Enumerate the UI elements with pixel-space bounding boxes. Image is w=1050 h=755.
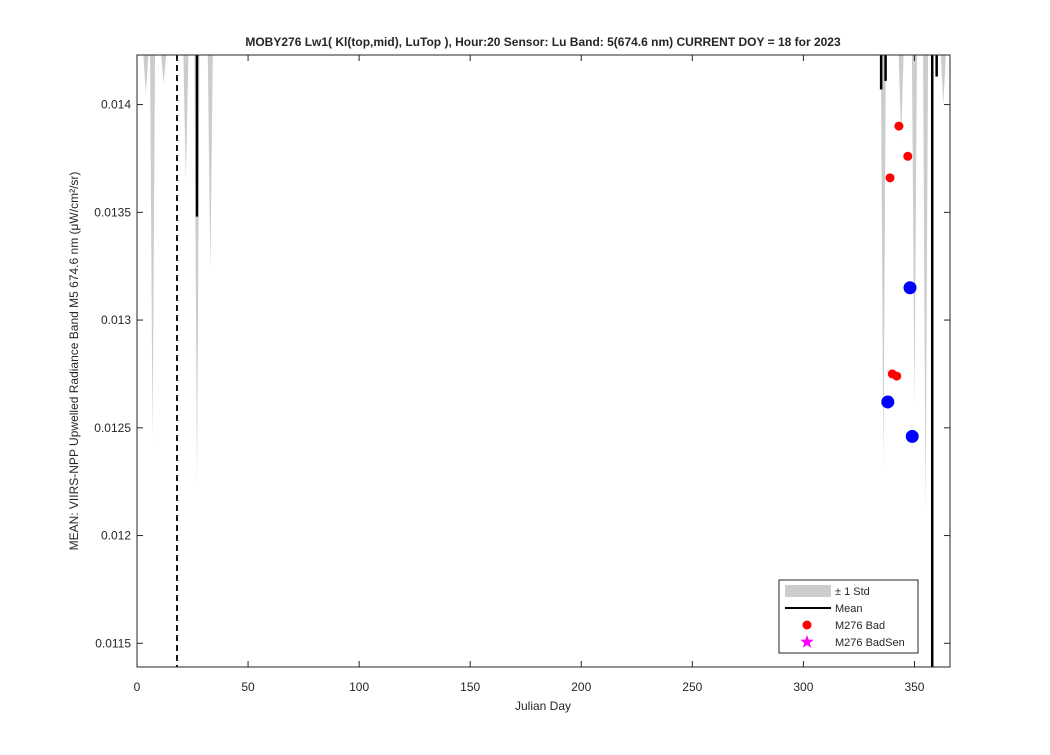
plot-layer [143,55,946,667]
matchup-point [905,429,919,443]
std-spike [183,55,189,180]
legend-swatch [785,585,831,597]
std-spike [923,55,929,514]
legend-swatch [802,620,812,630]
y-tick-label: 0.013 [101,313,131,327]
std-spike [161,55,167,84]
y-tick-label: 0.0125 [94,421,131,435]
bad-point [903,151,913,161]
legend-swatch [800,635,814,648]
x-tick-label: 250 [682,680,702,694]
plot-area [137,55,950,667]
axes-box [136,54,951,668]
x-tick-label: 350 [904,680,924,694]
std-spike [898,55,904,137]
bad-point [894,121,904,131]
std-spike [940,55,946,105]
std-spike [150,55,156,441]
legend-label: Mean [835,603,863,615]
x-tick-label: 300 [793,680,813,694]
legend-label: ± 1 Std [835,586,870,598]
chart-title: MOBY276 Lw1( Kl(top,mid), LuTop ), Hour:… [245,35,841,49]
legend-label: M276 BadSen [835,637,905,649]
bad-point [892,371,902,381]
x-axis-label: Julian Day [515,699,571,713]
x-tick-label: 200 [571,680,591,694]
y-tick-label: 0.014 [101,98,131,112]
matchup-point [881,395,895,409]
std-spike [143,55,149,94]
std-spike [207,55,213,273]
y-axis-label: MEAN: VIIRS-NPP Upwelled Radiance Band M… [67,172,81,551]
x-tick-label: 50 [241,680,255,694]
std-spike [911,55,917,407]
y-tick-label: 0.012 [101,529,131,543]
std-spike [880,55,886,467]
bad-point [885,173,895,183]
matchup-point [903,281,917,295]
x-tick-label: 0 [134,680,141,694]
y-tick-label: 0.0135 [94,205,131,219]
legend-label: M276 Bad [835,620,885,632]
y-tick-label: 0.0115 [95,636,131,650]
x-tick-label: 100 [349,680,369,694]
x-tick-label: 150 [460,680,480,694]
